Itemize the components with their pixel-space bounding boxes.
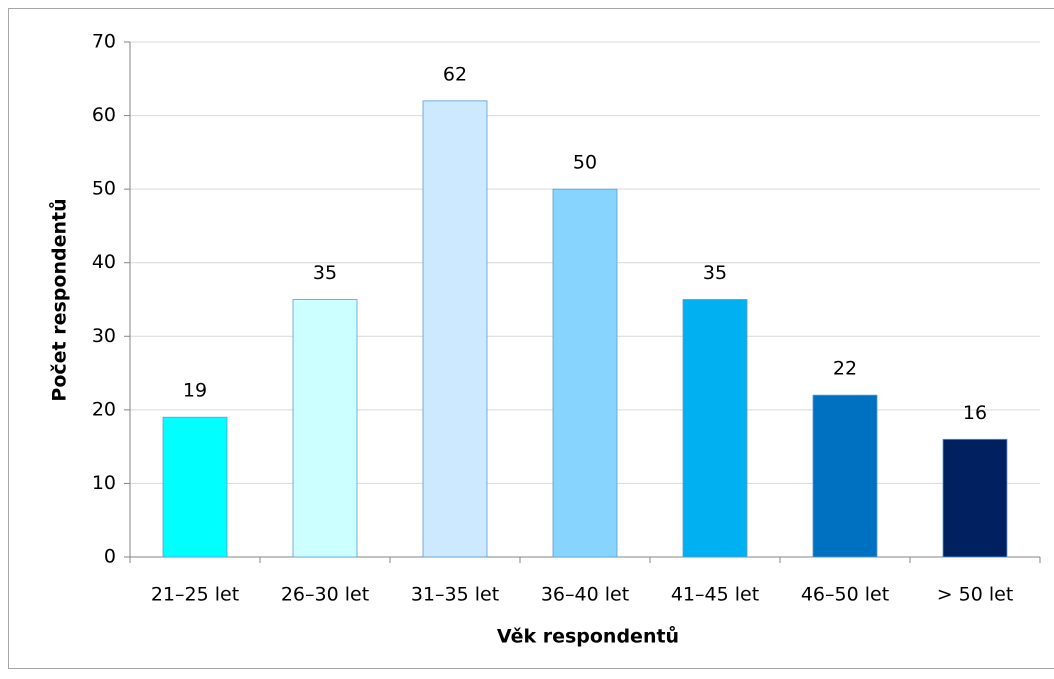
data-label: 50 <box>573 152 597 174</box>
bar <box>422 100 488 558</box>
x-tick-label: 26–30 let <box>281 584 369 606</box>
x-tick-label: > 50 let <box>937 584 1014 606</box>
x-tick-label: 31–35 let <box>411 584 499 606</box>
y-tick-label: 20 <box>92 398 116 420</box>
bar <box>552 188 618 558</box>
y-tick-label: 30 <box>92 325 116 347</box>
x-tick-label: 41–45 let <box>671 584 759 606</box>
data-label: 19 <box>183 380 207 402</box>
chart-frame <box>8 8 1054 669</box>
data-label: 35 <box>703 262 727 284</box>
x-axis-label: Věk respondentů <box>497 625 679 648</box>
y-tick-label: 70 <box>92 31 116 53</box>
data-label: 35 <box>313 262 337 284</box>
y-axis-label: Počet respondentů <box>48 198 71 401</box>
y-tick-label: 0 <box>104 546 116 568</box>
data-label: 16 <box>963 402 987 424</box>
bar <box>682 299 748 558</box>
y-tick-label: 60 <box>92 104 116 126</box>
y-tick-label: 10 <box>92 472 116 494</box>
data-label: 62 <box>443 63 467 85</box>
bar <box>292 299 358 558</box>
x-tick-label: 21–25 let <box>151 584 239 606</box>
x-tick-label: 36–40 let <box>541 584 629 606</box>
x-tick-label: 46–50 let <box>801 584 889 606</box>
data-label: 22 <box>833 358 857 380</box>
y-tick-label: 50 <box>92 178 116 200</box>
bar <box>812 394 878 558</box>
bar <box>162 416 228 558</box>
y-tick-label: 40 <box>92 251 116 273</box>
bar <box>942 438 1008 558</box>
